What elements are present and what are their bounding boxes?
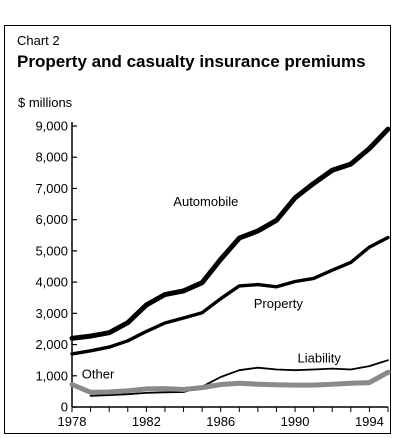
series-label-other: Other [82, 366, 115, 381]
x-tick-label: 1978 [58, 414, 87, 429]
y-tick-label: 7,000 [35, 181, 68, 196]
x-tick-label: 1990 [281, 414, 310, 429]
y-tick-label: 8,000 [35, 150, 68, 165]
series-line-property [70, 235, 390, 356]
series-line-other [69, 369, 391, 395]
series-label-liability: Liability [298, 350, 342, 365]
y-tick-label: 2,000 [35, 337, 68, 352]
y-tick-label: 5,000 [35, 243, 68, 258]
y-axis-unit-label: $ millions [18, 95, 73, 110]
y-tick-label: 9,000 [35, 119, 68, 134]
y-tick-label: 4,000 [35, 275, 68, 290]
x-tick-label: 1982 [132, 414, 161, 429]
series-label-property: Property [254, 296, 304, 311]
chart-label: Chart 2 [17, 33, 60, 48]
y-tick-label: 6,000 [35, 212, 68, 227]
series-label-automobile: Automobile [173, 194, 238, 209]
x-tick-label: 1986 [206, 414, 235, 429]
y-tick-label: 3,000 [35, 306, 68, 321]
chart-frame [4, 25, 391, 434]
series-line-automobile [69, 126, 391, 341]
chart-title: Property and casualty insurance premiums [17, 52, 366, 71]
y-tick-label: 1,000 [35, 368, 68, 383]
y-tick-label: 0 [61, 400, 68, 415]
x-tick-label: 1994 [355, 414, 384, 429]
series-line-liability [89, 359, 389, 397]
